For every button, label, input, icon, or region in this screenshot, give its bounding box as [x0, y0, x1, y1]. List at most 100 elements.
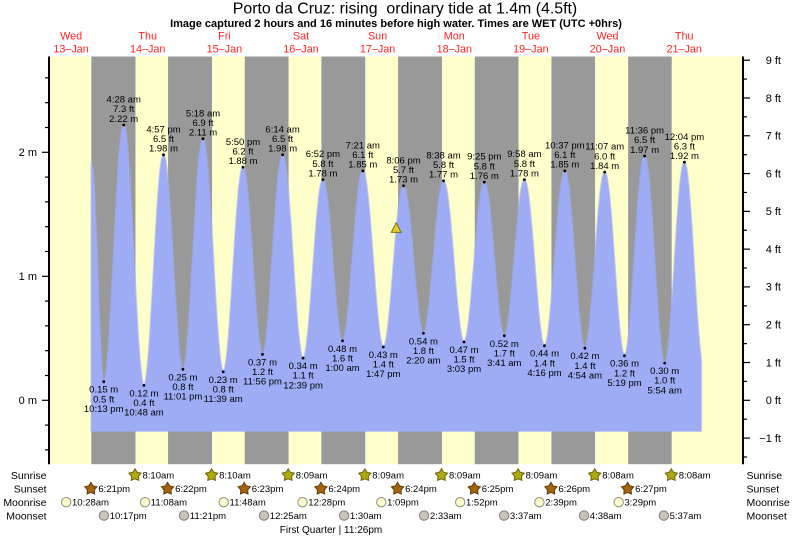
svg-text:0.43 m: 0.43 m: [369, 350, 398, 361]
svg-text:1.98 m: 1.98 m: [268, 144, 297, 155]
svg-text:6:24pm: 6:24pm: [328, 484, 360, 495]
svg-text:21–Jan: 21–Jan: [666, 44, 701, 56]
svg-text:9 ft: 9 ft: [766, 55, 781, 67]
svg-text:Sunset: Sunset: [14, 484, 47, 496]
svg-text:Thu: Thu: [138, 31, 157, 43]
svg-text:0.30 m: 0.30 m: [650, 366, 679, 377]
svg-text:19–Jan: 19–Jan: [513, 44, 548, 56]
svg-text:1.1 ft: 1.1 ft: [293, 371, 314, 382]
svg-text:1.7 ft: 1.7 ft: [494, 348, 515, 359]
svg-text:3 ft: 3 ft: [766, 282, 781, 294]
svg-text:8:09am: 8:09am: [526, 471, 558, 482]
svg-text:8:10am: 8:10am: [143, 471, 175, 482]
svg-text:6:24pm: 6:24pm: [405, 484, 437, 495]
svg-text:4:16 pm: 4:16 pm: [527, 368, 561, 379]
svg-text:12:04 pm: 12:04 pm: [665, 132, 705, 143]
svg-text:1:30am: 1:30am: [350, 511, 382, 522]
svg-text:5.7 ft: 5.7 ft: [393, 165, 414, 176]
svg-text:0.4 ft: 0.4 ft: [133, 398, 154, 409]
svg-text:10:37 pm: 10:37 pm: [545, 141, 585, 152]
svg-text:10:28am: 10:28am: [72, 498, 109, 509]
svg-text:1.78 m: 1.78 m: [510, 168, 539, 179]
svg-text:11:39 am: 11:39 am: [204, 394, 243, 405]
svg-text:Fri: Fri: [218, 31, 231, 43]
svg-text:0.5 ft: 0.5 ft: [93, 394, 114, 405]
svg-text:1.4 ft: 1.4 ft: [574, 361, 595, 372]
svg-text:0.8 ft: 0.8 ft: [172, 382, 193, 393]
svg-text:5.8 ft: 5.8 ft: [312, 159, 333, 170]
svg-text:Porto da Cruz: rising ordinar: Porto da Cruz: rising ordinary tide at 1…: [233, 0, 577, 17]
svg-text:7:21 am: 7:21 am: [346, 141, 380, 152]
svg-text:0.36 m: 0.36 m: [610, 359, 639, 370]
svg-text:Moonrise: Moonrise: [747, 497, 790, 509]
svg-text:1.2 ft: 1.2 ft: [614, 368, 635, 379]
svg-text:1.0 ft: 1.0 ft: [654, 376, 675, 387]
svg-text:5.8 ft: 5.8 ft: [433, 160, 454, 171]
svg-text:First Quarter | 11:26pm: First Quarter | 11:26pm: [280, 525, 382, 536]
svg-text:3:37am: 3:37am: [510, 511, 542, 522]
svg-text:10:48 am: 10:48 am: [124, 408, 164, 419]
svg-text:5.8 ft: 5.8 ft: [474, 161, 495, 172]
svg-text:8:08am: 8:08am: [679, 471, 711, 482]
svg-text:20–Jan: 20–Jan: [590, 44, 625, 56]
svg-text:1.78 m: 1.78 m: [308, 168, 337, 179]
svg-text:11:48am: 11:48am: [230, 498, 266, 509]
svg-text:Wed: Wed: [60, 31, 82, 43]
svg-text:6.5 ft: 6.5 ft: [153, 134, 174, 145]
svg-text:1.88 m: 1.88 m: [228, 156, 257, 167]
svg-text:11:08am: 11:08am: [151, 498, 187, 509]
svg-text:1.4 ft: 1.4 ft: [373, 360, 394, 371]
svg-text:0.44 m: 0.44 m: [530, 349, 559, 360]
svg-text:6.1 ft: 6.1 ft: [554, 150, 575, 161]
svg-text:Thu: Thu: [675, 31, 694, 43]
svg-text:1.8 ft: 1.8 ft: [413, 346, 434, 357]
svg-text:0.37 m: 0.37 m: [248, 357, 277, 368]
svg-text:6:27pm: 6:27pm: [635, 484, 667, 495]
svg-text:5:37am: 5:37am: [670, 511, 702, 522]
svg-text:11:56 pm: 11:56 pm: [243, 377, 282, 388]
svg-text:4:38am: 4:38am: [590, 511, 622, 522]
svg-text:1.77 m: 1.77 m: [429, 170, 458, 181]
svg-text:Wed: Wed: [596, 31, 618, 43]
svg-text:0.8 ft: 0.8 ft: [213, 384, 234, 395]
svg-text:5:19 pm: 5:19 pm: [607, 378, 641, 389]
svg-text:5 ft: 5 ft: [766, 206, 781, 218]
svg-text:8:09am: 8:09am: [449, 471, 481, 482]
svg-text:Sunset: Sunset: [747, 484, 780, 496]
svg-text:1.85 m: 1.85 m: [348, 160, 377, 171]
svg-text:6.5 ft: 6.5 ft: [272, 134, 293, 145]
svg-text:−1 ft: −1 ft: [759, 433, 781, 445]
svg-text:3:29pm: 3:29pm: [625, 498, 657, 509]
svg-text:Sat: Sat: [293, 31, 309, 43]
svg-text:6.3 ft: 6.3 ft: [674, 141, 695, 152]
svg-text:1.98 m: 1.98 m: [149, 144, 178, 155]
svg-text:0 ft: 0 ft: [766, 395, 781, 407]
svg-text:14–Jan: 14–Jan: [130, 44, 165, 56]
svg-text:0.25 m: 0.25 m: [168, 372, 197, 383]
svg-text:13–Jan: 13–Jan: [53, 44, 88, 56]
svg-text:0.42 m: 0.42 m: [570, 351, 599, 362]
svg-text:18–Jan: 18–Jan: [437, 44, 472, 56]
svg-text:12:25am: 12:25am: [270, 511, 307, 522]
svg-text:1.4 ft: 1.4 ft: [534, 358, 555, 369]
svg-text:5:54 am: 5:54 am: [648, 385, 682, 396]
svg-text:16–Jan: 16–Jan: [283, 44, 318, 56]
svg-text:6 ft: 6 ft: [766, 168, 781, 180]
svg-text:4:57 pm: 4:57 pm: [146, 124, 180, 135]
svg-text:2:39pm: 2:39pm: [545, 498, 577, 509]
svg-text:6.5 ft: 6.5 ft: [634, 135, 655, 146]
svg-text:9:25 pm: 9:25 pm: [467, 152, 501, 163]
svg-text:5:18 am: 5:18 am: [186, 108, 220, 119]
svg-text:6:22pm: 6:22pm: [175, 484, 207, 495]
svg-text:2 ft: 2 ft: [766, 320, 781, 332]
svg-text:11:36 pm: 11:36 pm: [625, 126, 664, 137]
svg-text:0 m: 0 m: [19, 395, 37, 407]
svg-text:6.0 ft: 6.0 ft: [594, 151, 615, 162]
svg-text:8:08am: 8:08am: [602, 471, 634, 482]
svg-text:6.1 ft: 6.1 ft: [352, 150, 373, 161]
svg-text:1.5 ft: 1.5 ft: [453, 355, 474, 366]
svg-text:0.48 m: 0.48 m: [328, 344, 357, 355]
svg-text:0.34 m: 0.34 m: [289, 361, 318, 372]
svg-text:Moonset: Moonset: [6, 510, 46, 522]
svg-text:0.23 m: 0.23 m: [209, 375, 238, 386]
